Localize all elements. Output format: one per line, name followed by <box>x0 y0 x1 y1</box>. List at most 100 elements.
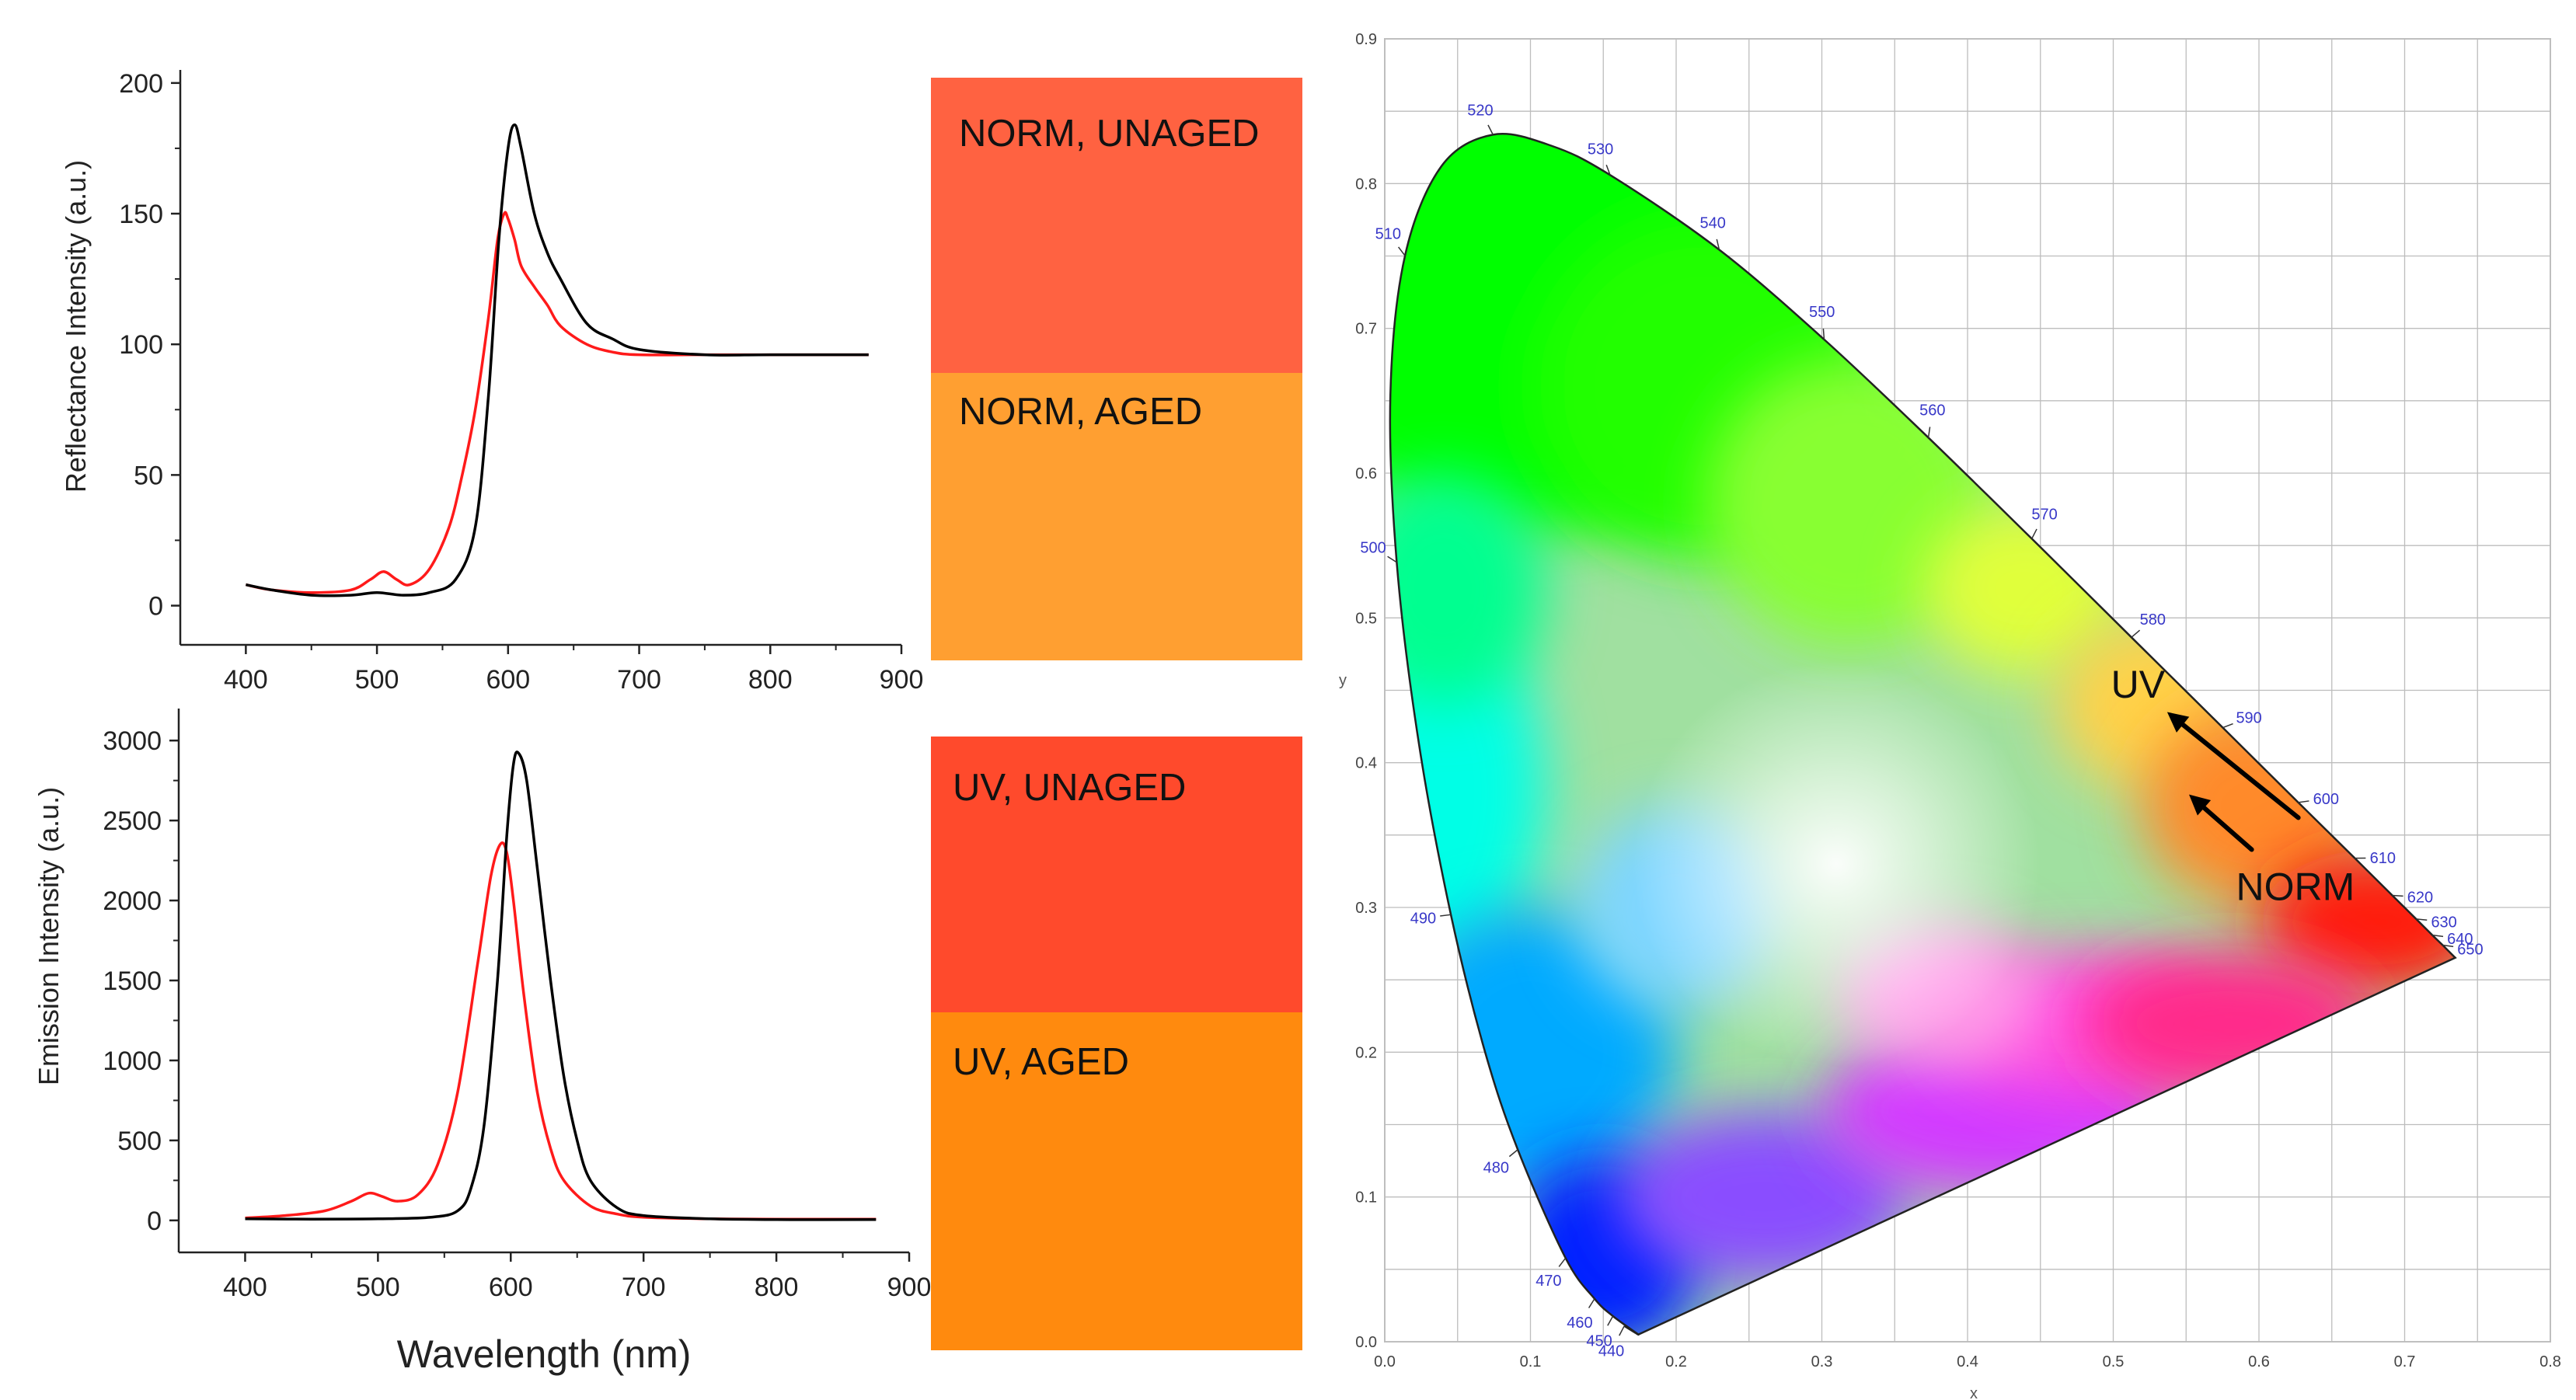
swatch-uv-aged: UV, AGED <box>931 1012 1302 1350</box>
cie-wavelength-label: 450 <box>1586 1332 1612 1350</box>
cie-x-tick-label: 0.7 <box>2394 1353 2416 1370</box>
cie-wavelength-tick <box>1822 328 1825 340</box>
cie-y-tick-label: 0.2 <box>1355 1044 1377 1061</box>
cie-wavelength-tick <box>1619 1325 1625 1336</box>
cie-color-blob <box>1389 473 1546 705</box>
emission-x-tick-label: 400 <box>223 1273 267 1302</box>
cie-wavelength-label: 600 <box>2313 791 2339 808</box>
cie-wavelength-label: 550 <box>1809 304 1835 321</box>
cie-wavelength-label: 460 <box>1567 1315 1592 1332</box>
cie-shift-arrowhead <box>2189 794 2212 816</box>
cie-wavelength-label: 510 <box>1375 225 1401 242</box>
swatch-norm-unaged-label: NORM, UNAGED <box>959 113 1260 155</box>
cie-wavelength-label: 500 <box>1360 539 1386 556</box>
cie-wavelength-tick <box>1588 1298 1595 1308</box>
reflectance-x-tick-label: 600 <box>486 665 530 695</box>
cie-y-tick-label: 0.0 <box>1355 1334 1377 1351</box>
reflectance-chart: Reflectance Intensity (a.u.) 400 500 600 70… <box>60 69 923 695</box>
emission-series-line <box>245 841 877 1221</box>
reflectance-y-axis-label: Reflectance Intensity (a.u.) <box>60 160 92 493</box>
emission-x-axis-label: Wavelength (nm) <box>397 1332 692 1376</box>
swatch-uv-aged-label: UV, AGED <box>953 1041 1129 1083</box>
reflectance-y-tick-label: 50 <box>134 461 163 490</box>
cie-x-tick-label: 0.6 <box>2248 1353 2270 1370</box>
cie-wavelength-tick <box>1387 555 1397 563</box>
cie-x-axis-label: x <box>1970 1385 1978 1400</box>
cie-wavelength-tick <box>2416 918 2428 921</box>
cie-wavelength-label: 490 <box>1410 911 1436 928</box>
cie-shift-arrowhead <box>2166 712 2190 733</box>
cie-x-tick-label: 0.8 <box>2539 1353 2561 1370</box>
cie-wavelength-tick <box>1605 164 1611 176</box>
cie-wavelength-label: 440 <box>1598 1343 1624 1360</box>
cie-y-tick-label: 0.6 <box>1355 465 1377 482</box>
cie-wavelength-tick <box>1440 914 1452 917</box>
cie-wavelength-label: 580 <box>2140 611 2166 629</box>
reflectance-x-tick-label: 500 <box>355 665 399 695</box>
cie-shift-arrow <box>2180 722 2301 820</box>
cie-wavelength-tick <box>2131 629 2141 638</box>
cie-wavelength-label: 540 <box>1699 214 1725 232</box>
emission-x-tick-label: 900 <box>887 1273 932 1302</box>
cie-annotation-label: NORM <box>2236 865 2355 909</box>
cie-wavelength-tick <box>1508 1149 1518 1158</box>
cie-wavelength-tick <box>2432 934 2444 938</box>
reflectance-series-line <box>246 211 869 594</box>
cie-wavelength-label: 470 <box>1535 1273 1561 1290</box>
emission-y-tick-label: 500 <box>117 1127 162 1156</box>
emission-x-tick-label: 500 <box>356 1273 400 1302</box>
emission-y-tick-label: 1500 <box>103 966 162 996</box>
emission-chart: Emission Intensity (a.u.) Wavelength (nm… <box>33 709 931 1376</box>
cie-shift-arrow <box>2201 805 2254 852</box>
cie-x-tick-label: 0.1 <box>1520 1353 1542 1370</box>
cie-wavelength-label: 630 <box>2431 914 2456 931</box>
cie-wavelength-tick <box>1398 246 1406 256</box>
emission-x-tick-label: 800 <box>755 1273 799 1302</box>
cie-wavelength-tick <box>1607 1315 1614 1326</box>
cie-y-axis-label: y <box>1339 672 1347 689</box>
cie-wavelength-tick <box>1558 1257 1567 1267</box>
reflectance-y-tick-label: 0 <box>148 592 163 622</box>
cie-x-tick-label: 0.0 <box>1374 1353 1396 1370</box>
reflectance-series-line <box>246 123 869 597</box>
emission-y-tick-label: 0 <box>147 1207 162 1236</box>
cie-x-tick-label: 0.4 <box>1957 1353 1978 1370</box>
cie-y-tick-label: 0.5 <box>1355 610 1377 627</box>
cie-white-point-glow <box>1632 661 2041 1067</box>
cie-x-tick-label: 0.3 <box>1811 1353 1833 1370</box>
cie-wavelength-tick <box>2392 894 2403 897</box>
cie-annotation-label: UV <box>2111 663 2166 706</box>
cie-wavelength-label: 610 <box>2370 850 2396 867</box>
cie-wavelength-label: 520 <box>1467 102 1493 119</box>
cie-wavelength-label: 530 <box>1588 141 1613 158</box>
cie-wavelength-tick <box>1487 124 1494 135</box>
reflectance-x-tick-label: 700 <box>617 665 661 695</box>
cie-wavelength-label: 640 <box>2447 931 2473 948</box>
emission-y-tick-label: 3000 <box>103 726 162 756</box>
cie-y-tick-label: 0.1 <box>1355 1189 1377 1207</box>
cie-wavelength-tick <box>1927 427 1931 438</box>
emission-y-tick-label: 2000 <box>103 886 162 916</box>
cie-y-tick-label: 0.9 <box>1355 31 1377 48</box>
cie-x-tick-label: 0.2 <box>1665 1353 1687 1370</box>
cie-wavelength-label: 650 <box>2457 941 2483 958</box>
swatch-uv-unaged-label: UV, UNAGED <box>953 767 1187 809</box>
cie-y-tick-label: 0.3 <box>1355 900 1377 917</box>
reflectance-y-tick-label: 200 <box>119 69 163 99</box>
emission-y-tick-label: 2500 <box>103 806 162 836</box>
emission-x-tick-label: 600 <box>489 1273 533 1302</box>
emission-y-tick-label: 1000 <box>103 1047 162 1076</box>
cie-wavelength-label: 560 <box>1919 402 1945 420</box>
cie-wavelength-label: 570 <box>2031 506 2057 523</box>
cie-wavelength-tick <box>2222 723 2233 729</box>
swatch-uv-unaged: UV, UNAGED <box>931 737 1302 1012</box>
swatch-norm-aged: NORM, AGED <box>931 373 1302 660</box>
emission-series-line <box>245 750 877 1221</box>
cie-y-tick-label: 0.4 <box>1355 755 1377 772</box>
cie-color-blob <box>1618 1109 1909 1284</box>
emission-y-axis-label: Emission Intensity (a.u.) <box>33 787 64 1085</box>
reflectance-y-tick-label: 100 <box>119 330 163 360</box>
cie-wavelength-tick <box>2298 800 2309 803</box>
